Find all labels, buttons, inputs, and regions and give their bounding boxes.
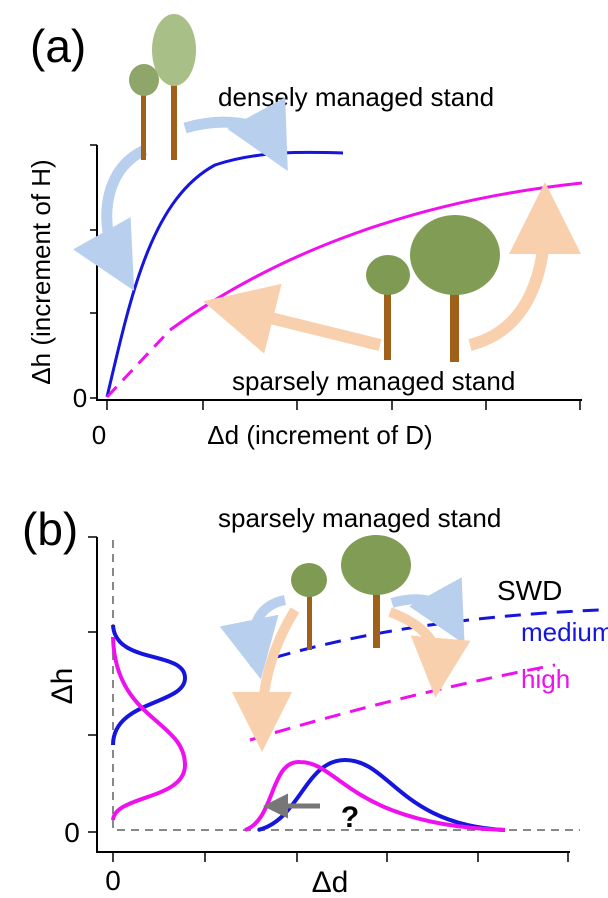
x-origin: 0 [105, 865, 121, 896]
x-origin: 0 [92, 420, 106, 450]
arrow [185, 122, 272, 142]
top-label: densely managed stand [218, 82, 494, 112]
legend-medium: medium [521, 617, 608, 647]
high-curve [250, 665, 555, 740]
sparse-trees [291, 535, 411, 650]
panel-b: (b) sparsely managed stand SWD medium hi… [22, 503, 608, 898]
dense-trees [129, 14, 196, 160]
legend-high: high [521, 664, 570, 694]
x-axis-label: Δd (increment of D) [207, 420, 432, 450]
bottom-label: sparsely managed stand [232, 366, 515, 396]
panel-title: sparsely managed stand [218, 503, 501, 533]
y-origin: 0 [73, 383, 87, 413]
axes [97, 145, 582, 400]
figure: (a) densely managed stand sparsely manag… [0, 0, 608, 898]
y-axis-label: Δh [46, 668, 79, 705]
y-origin: 0 [64, 817, 80, 848]
medium-d-distribution [258, 760, 505, 830]
arrow [238, 310, 380, 345]
arrow [107, 150, 145, 262]
arrow [390, 612, 438, 668]
panel-label: (a) [30, 20, 86, 72]
x-axis-label: Δd [312, 866, 349, 898]
panel-a: (a) densely managed stand sparsely manag… [26, 14, 582, 450]
legend-title: SWD [497, 575, 562, 606]
panel-label: (b) [22, 503, 78, 555]
question-mark: ? [341, 801, 359, 834]
y-axis-label: Δh (increment of H) [26, 159, 56, 384]
arrow [262, 610, 295, 722]
